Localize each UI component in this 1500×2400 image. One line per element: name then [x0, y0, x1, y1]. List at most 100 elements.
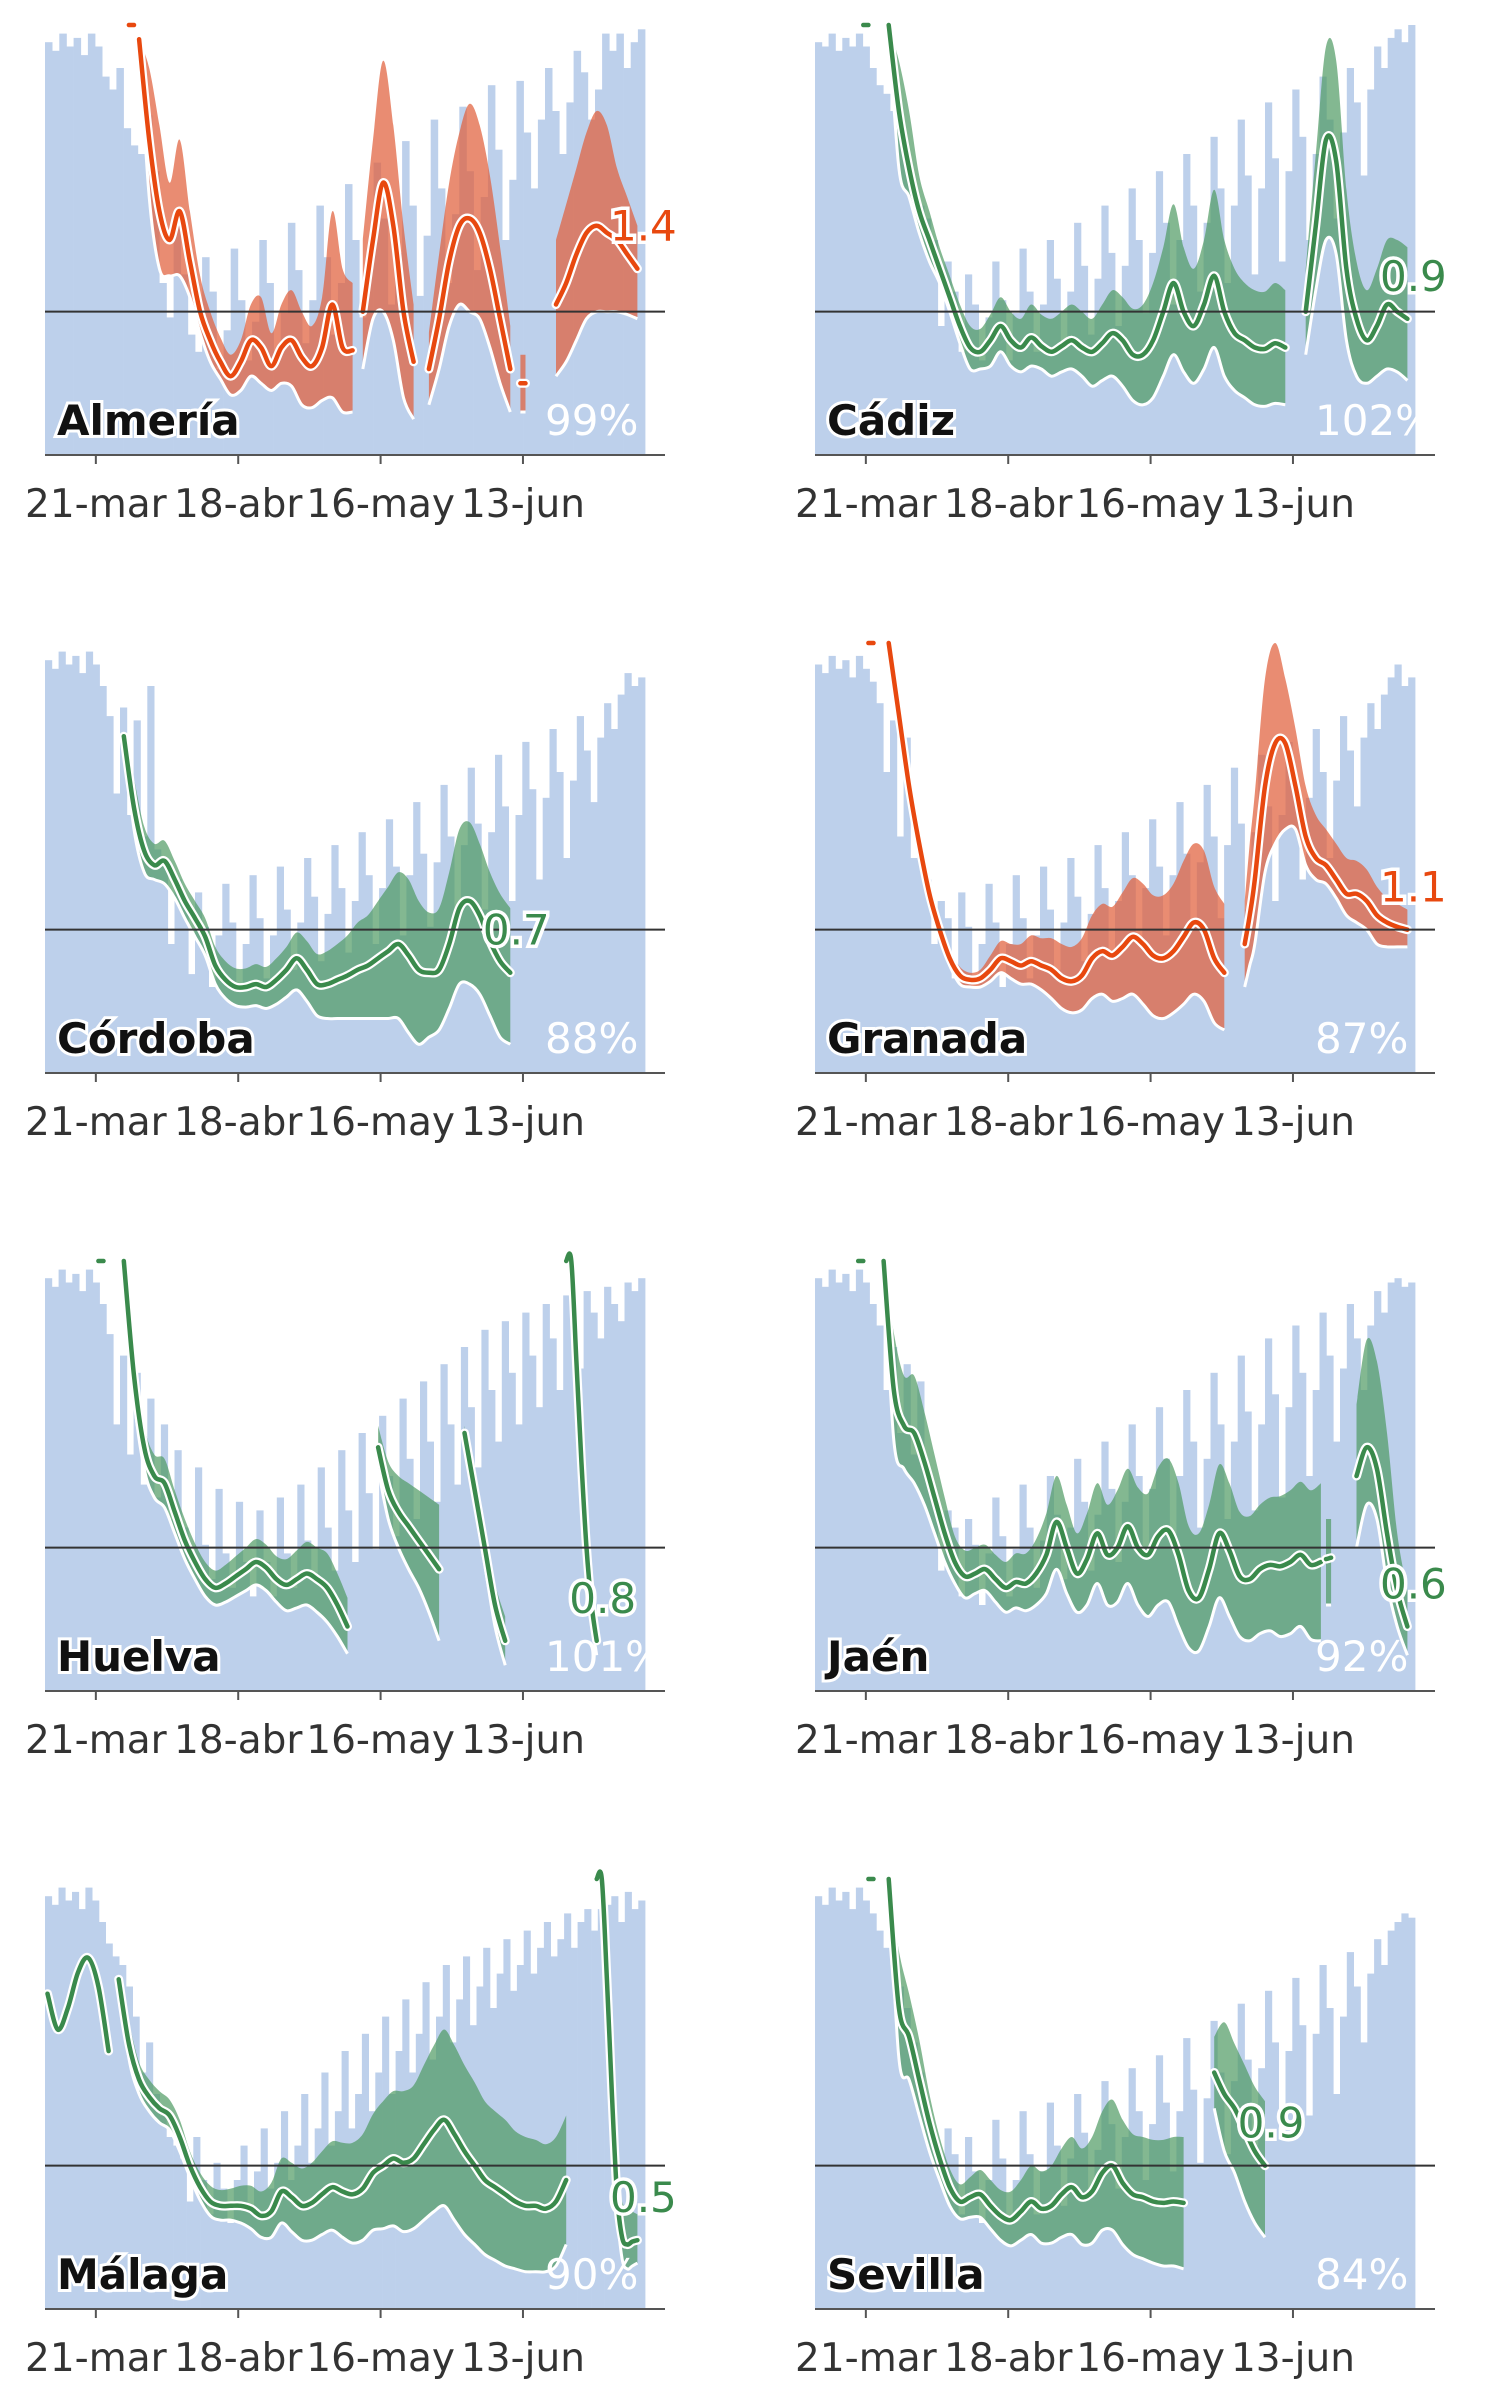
bar [119, 1965, 127, 2309]
bar [529, 1355, 537, 1691]
x-tick-label: 13-jun [461, 482, 585, 527]
bar [869, 681, 877, 1073]
bar [1333, 780, 1341, 1073]
x-tick-label: 13-jun [1231, 482, 1355, 527]
bar [372, 1549, 380, 1691]
bar [1251, 832, 1259, 1073]
bar [1326, 858, 1334, 1073]
bar [365, 1493, 373, 1691]
bar [125, 1986, 133, 2309]
bar [1401, 686, 1409, 1073]
bar [815, 42, 823, 455]
bar [85, 1269, 94, 1691]
bar [530, 188, 539, 455]
bar [855, 33, 864, 455]
bar [1346, 1304, 1354, 1691]
bar [106, 1334, 114, 1691]
rt-line [1242, 735, 1410, 947]
rt-value-label: 1.4 [610, 202, 677, 251]
x-tick-label: 13-jun [461, 1100, 585, 1145]
bar [1346, 1952, 1354, 2309]
bar [202, 257, 210, 455]
bar [876, 1930, 884, 2309]
bar [1135, 944, 1143, 1073]
bar [1353, 806, 1361, 1073]
panel-almeria: 21-mar 18-abr 16-may 13-jun 1.4 99% Almería [25, 20, 680, 527]
bar [1060, 1579, 1068, 1691]
x-tick-label: 21-mar [25, 2336, 168, 2381]
bar [159, 283, 167, 455]
bar [1169, 304, 1177, 455]
x-tick-label: 16-may [306, 2336, 455, 2381]
bar [1305, 240, 1314, 455]
bar [102, 76, 110, 455]
bar [508, 901, 516, 1073]
bar [937, 1570, 945, 1691]
bar [1285, 2051, 1293, 2309]
bar [78, 1909, 86, 2309]
bar [1408, 1917, 1416, 2309]
bar [890, 1965, 898, 2309]
bar [51, 1904, 59, 2309]
bar [152, 171, 160, 455]
bar [985, 1553, 993, 1691]
bar [917, 2072, 925, 2309]
bar [501, 1321, 509, 1691]
panel-huelva: 21-mar 18-abr 16-may 13-jun 0.8 101% Huelva [25, 1249, 665, 1763]
bar [597, 737, 605, 1073]
bar [637, 29, 646, 456]
bar [1292, 789, 1300, 1073]
bar [45, 1278, 53, 1691]
bar [557, 1939, 565, 2309]
confidence-band [118, 1979, 567, 2273]
bar [51, 1286, 59, 1691]
bar [95, 46, 103, 455]
x-tick-label: 21-mar [795, 482, 938, 527]
bar [215, 935, 223, 1073]
rt-line [553, 223, 640, 307]
bar [1224, 845, 1232, 1073]
bar [896, 1433, 904, 1691]
bar [1087, 334, 1095, 455]
bar [85, 1887, 93, 2309]
coverage-percent-label: 87% [1315, 1014, 1408, 1063]
bar [815, 664, 823, 1073]
bar [98, 1922, 106, 2309]
bar [254, 2171, 262, 2309]
bar [1203, 2098, 1211, 2309]
bar [132, 2016, 140, 2309]
bar [965, 2137, 973, 2309]
confidence-band [139, 39, 353, 414]
bar [958, 2214, 966, 2309]
bar [944, 918, 952, 1073]
bar [1360, 1390, 1368, 1691]
rt-line [1354, 1445, 1410, 1629]
bar [201, 926, 209, 1073]
bar [1026, 978, 1034, 1073]
bar [883, 1947, 891, 2309]
bar [862, 668, 870, 1073]
bar [112, 1956, 120, 2309]
bar [235, 1501, 244, 1691]
bar [72, 1891, 80, 2309]
bar [1353, 1986, 1361, 2309]
bar [890, 720, 898, 1073]
bar [1380, 1965, 1389, 2309]
bar [842, 1891, 850, 2309]
bar [145, 115, 153, 456]
bar [1237, 823, 1245, 1073]
bar [862, 46, 870, 455]
bar [903, 2008, 911, 2309]
x-tick-label: 18-abr [944, 2336, 1073, 2381]
bar [930, 944, 939, 1073]
bar [917, 849, 925, 1073]
bar [45, 660, 53, 1073]
bar [1319, 1312, 1327, 1691]
band-lower-edge [887, 1878, 1185, 2271]
bar [387, 304, 396, 455]
bar [849, 46, 857, 455]
bar [1374, 1939, 1382, 2309]
rt-line [116, 1977, 569, 2219]
coverage-percent-label: 99% [545, 396, 638, 445]
panel-title: Sevilla [827, 2250, 985, 2299]
